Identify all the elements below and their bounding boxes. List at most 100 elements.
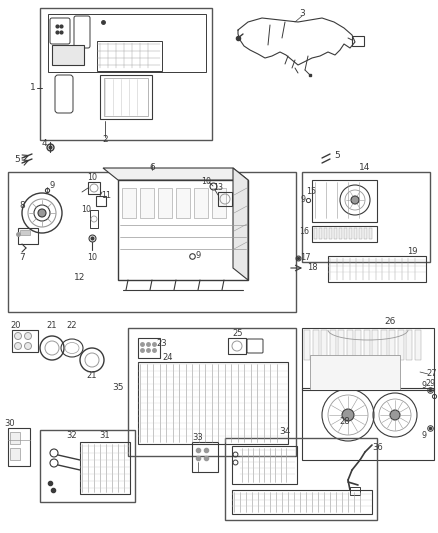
Text: 1: 1 (30, 84, 36, 93)
Text: 16: 16 (299, 228, 309, 237)
Text: 24: 24 (163, 353, 173, 362)
Circle shape (25, 333, 32, 340)
Bar (302, 172, 430, 262)
Text: 9: 9 (300, 196, 306, 205)
Polygon shape (233, 168, 248, 280)
Bar (18, 228, 38, 244)
Bar (90, 210, 98, 228)
Polygon shape (103, 168, 248, 180)
Bar (40, 430, 135, 502)
Text: 10: 10 (87, 174, 97, 182)
Text: 8: 8 (19, 201, 25, 211)
Text: 32: 32 (67, 432, 78, 440)
Text: 2: 2 (102, 135, 108, 144)
Bar (359, 228, 362, 239)
Text: 18: 18 (307, 262, 317, 271)
Bar (344, 228, 347, 239)
Text: 4: 4 (41, 139, 47, 148)
Text: 21: 21 (47, 320, 57, 329)
Bar (350, 487, 360, 495)
Bar (339, 228, 342, 239)
Text: 28: 28 (340, 417, 350, 426)
Bar (128, 328, 296, 456)
Text: 9: 9 (195, 251, 201, 260)
Text: 21: 21 (87, 372, 97, 381)
Circle shape (14, 343, 21, 350)
Bar (48, 14, 206, 72)
Circle shape (351, 196, 359, 204)
Bar (225, 438, 377, 520)
Text: 20: 20 (11, 320, 21, 329)
Bar (218, 192, 232, 206)
Bar (328, 256, 426, 282)
Bar (349, 228, 352, 239)
Bar (158, 188, 172, 218)
Bar (12, 330, 38, 352)
Text: 27: 27 (427, 369, 437, 378)
Text: 9: 9 (421, 382, 427, 391)
Bar (324, 228, 327, 239)
Bar (364, 330, 370, 360)
Text: 12: 12 (74, 273, 86, 282)
Bar (212, 188, 226, 218)
Bar (118, 180, 248, 280)
Bar (310, 355, 400, 390)
Bar (319, 228, 322, 239)
Bar (329, 330, 336, 360)
Text: 11: 11 (101, 190, 111, 199)
Bar (96, 196, 106, 206)
Bar (369, 228, 372, 239)
Text: 30: 30 (5, 419, 15, 429)
Text: 15: 15 (306, 188, 316, 197)
Bar (372, 330, 378, 360)
Text: 17: 17 (300, 253, 310, 262)
Bar (338, 330, 344, 360)
Bar (312, 330, 318, 360)
Bar (88, 182, 100, 194)
Text: 35: 35 (112, 384, 124, 392)
Bar (389, 330, 395, 360)
Bar (304, 330, 310, 360)
Bar (414, 330, 420, 360)
Bar (80, 442, 130, 494)
Circle shape (38, 209, 46, 217)
Text: 25: 25 (233, 329, 243, 338)
Circle shape (25, 343, 32, 350)
Bar (100, 75, 152, 119)
Bar (232, 446, 297, 484)
Text: 33: 33 (193, 433, 203, 442)
Bar (302, 388, 434, 460)
Text: 6: 6 (149, 163, 155, 172)
Bar (232, 490, 372, 514)
Bar (8, 172, 296, 312)
Circle shape (14, 333, 21, 340)
Bar (104, 78, 148, 116)
Text: 13: 13 (213, 183, 223, 192)
Text: 5: 5 (334, 150, 340, 159)
Bar (381, 330, 386, 360)
Bar (312, 180, 377, 222)
Text: 19: 19 (407, 247, 417, 256)
Bar (194, 188, 208, 218)
Bar (302, 328, 434, 390)
Bar (10, 432, 20, 444)
Bar (40, 8, 212, 140)
Text: 10: 10 (201, 176, 211, 185)
Text: 31: 31 (100, 432, 110, 440)
Bar (122, 188, 136, 218)
Text: 9: 9 (421, 432, 427, 440)
Bar (352, 36, 364, 46)
Text: 36: 36 (373, 443, 383, 453)
Text: 29: 29 (425, 379, 435, 389)
Text: 10: 10 (87, 254, 97, 262)
Bar (334, 228, 337, 239)
Bar (10, 448, 20, 460)
Text: 34: 34 (279, 427, 291, 437)
Circle shape (342, 409, 354, 421)
Text: 22: 22 (67, 320, 77, 329)
Bar (192, 442, 218, 472)
Bar (346, 330, 353, 360)
Text: 10: 10 (81, 206, 91, 214)
Text: 7: 7 (19, 254, 25, 262)
Text: 14: 14 (359, 163, 371, 172)
